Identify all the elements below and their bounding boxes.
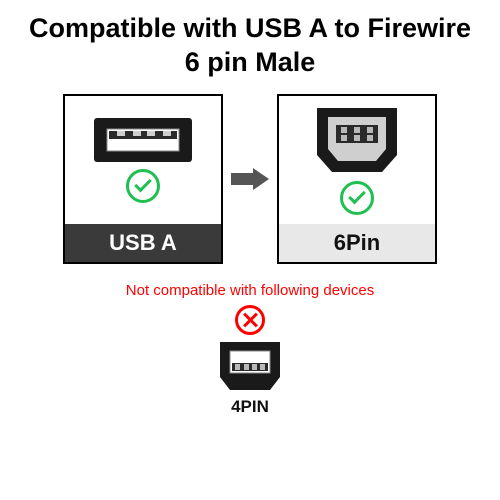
firewire-6pin-port-icon (314, 105, 400, 175)
cross-icon: .cross-circle::before,.cross-circle::aft… (235, 305, 265, 335)
usb-a-label: USB A (65, 224, 221, 262)
compatible-row: USB A 6Pin (63, 94, 437, 264)
six-pin-card-body (279, 96, 435, 224)
check-icon (126, 169, 160, 203)
usb-a-card: USB A (63, 94, 223, 264)
incompatible-block: .cross-circle::before,.cross-circle::aft… (217, 305, 283, 417)
arrow-icon (231, 168, 269, 190)
six-pin-card: 6Pin (277, 94, 437, 264)
firewire-4pin-port-icon (217, 339, 283, 393)
six-pin-label: 6Pin (279, 224, 435, 262)
page-title: Compatible with USB A to Firewire 6 pin … (20, 12, 480, 80)
warning-text: Not compatible with following devices (126, 282, 374, 299)
four-pin-label: 4PIN (231, 397, 269, 417)
usb-a-card-body (65, 96, 221, 224)
usb-a-port-icon (93, 117, 193, 163)
check-icon (340, 181, 374, 215)
